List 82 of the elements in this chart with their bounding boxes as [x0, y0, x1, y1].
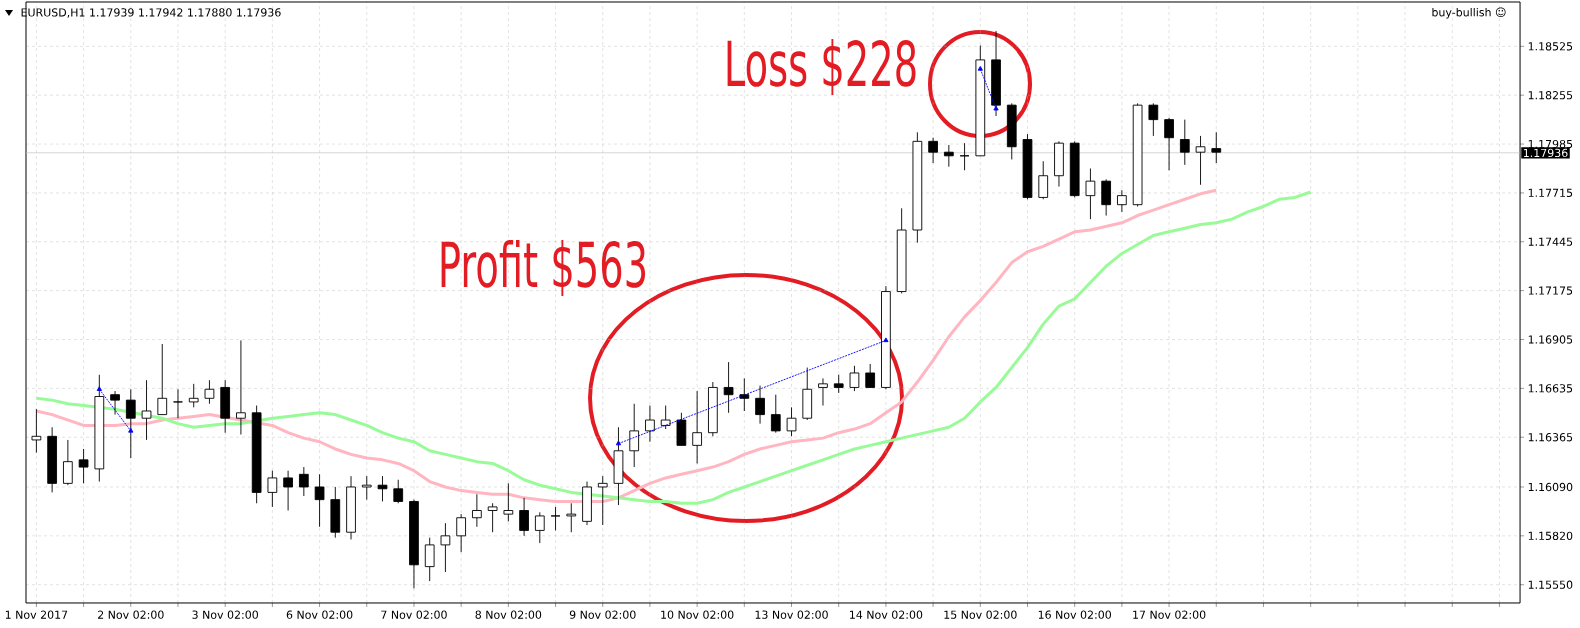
y-tick-label: 1.16365	[1528, 433, 1573, 442]
y-tick-label: 1.16635	[1528, 384, 1573, 393]
y-tick-label: 1.16090	[1528, 482, 1573, 492]
candlestick	[943, 144, 954, 168]
x-tick-label: 3 Nov 02:00	[192, 610, 258, 619]
candlestick	[267, 470, 278, 508]
candlestick	[377, 475, 388, 502]
candlestick	[865, 363, 876, 388]
candlestick	[440, 522, 451, 573]
candlestick	[566, 502, 577, 533]
candlestick	[456, 513, 467, 553]
y-tick-label: 1.18255	[1528, 91, 1573, 100]
candlestick	[550, 506, 561, 531]
x-tick-label: 14 Nov 02:00	[850, 610, 923, 619]
candlestick	[487, 502, 498, 533]
annotation: buy-bullish ☺	[1432, 7, 1506, 19]
candlestick	[63, 439, 73, 486]
y-tick-label: 1.15550	[1528, 580, 1573, 589]
y-tick-label: 1.17715	[1528, 188, 1573, 197]
candlestick	[424, 537, 435, 582]
ref-line-label: 1.17936	[1523, 148, 1568, 158]
candlestick	[314, 473, 325, 528]
candlestick	[660, 405, 671, 430]
candlestick	[786, 406, 797, 437]
candlestick	[503, 482, 514, 522]
candlestick	[157, 343, 168, 416]
x-tick-label: 16 Nov 02:00	[1038, 610, 1112, 619]
y-tick-label: 1.17445	[1528, 237, 1573, 246]
candlestick	[597, 475, 608, 526]
candlestick	[298, 466, 309, 497]
candlestick	[629, 403, 640, 468]
x-tick-label: 7 Nov 02:00	[381, 610, 447, 619]
candlestick	[1117, 189, 1127, 213]
y-tick-label: 1.17985	[1528, 139, 1573, 149]
candlestick	[770, 394, 781, 434]
candlestick	[204, 379, 215, 405]
candlestick	[236, 339, 246, 435]
candlestick	[818, 377, 828, 406]
candlestick	[393, 479, 404, 504]
candlestick	[188, 383, 199, 408]
chart-title: EURUSD,H1 1.17939 1.17942 1.17880 1.17936	[21, 8, 281, 18]
candlestick	[283, 470, 293, 511]
annotation: Profit $563	[441, 239, 646, 297]
candlestick	[849, 365, 860, 392]
x-tick-label: 8 Nov 02:00	[475, 610, 542, 619]
candlestick	[645, 405, 655, 443]
x-tick-label: 2 Nov 02:00	[98, 610, 164, 619]
candlestick	[31, 408, 42, 454]
x-tick-label: 10 Nov 02:00	[661, 610, 734, 619]
x-tick-label: 17 Nov 02:00	[1133, 610, 1206, 619]
candlestick	[1085, 168, 1096, 220]
candlestick	[1148, 102, 1159, 137]
candlestick	[78, 448, 89, 484]
x-tick-label: 15 Nov 02:00	[944, 610, 1017, 619]
candlestick	[723, 361, 734, 414]
candlestick	[519, 497, 529, 537]
candlestick	[361, 475, 372, 501]
y-tick-label: 1.15820	[1528, 531, 1573, 541]
candlestick	[1101, 178, 1112, 216]
candlestick	[739, 377, 750, 412]
candlestick	[1211, 131, 1222, 164]
annotation: Loss $228	[727, 38, 916, 96]
x-tick-label: 6 Nov 02:00	[286, 610, 353, 619]
candlestick	[755, 385, 765, 425]
candlestick	[1179, 119, 1190, 166]
candlestick	[1164, 117, 1174, 171]
candlestick	[1038, 160, 1049, 200]
x-tick-label: 1 Nov 2017	[5, 610, 68, 619]
candlestick	[173, 388, 183, 419]
candlestick	[928, 137, 938, 164]
x-tick-label: 9 Nov 02:00	[569, 610, 636, 619]
y-tick-label: 1.16905	[1528, 335, 1573, 344]
candlestick	[534, 511, 545, 544]
candlestick	[472, 493, 482, 528]
y-tick-label: 1.17175	[1528, 286, 1573, 295]
y-tick-label: 1.18525	[1528, 42, 1573, 51]
candlestick	[833, 374, 844, 394]
candlestick	[141, 379, 152, 441]
candlestick	[692, 390, 702, 464]
candlestick	[1195, 135, 1206, 186]
x-tick-label: 13 Nov 02:00	[755, 610, 828, 619]
candlestick	[110, 390, 120, 416]
